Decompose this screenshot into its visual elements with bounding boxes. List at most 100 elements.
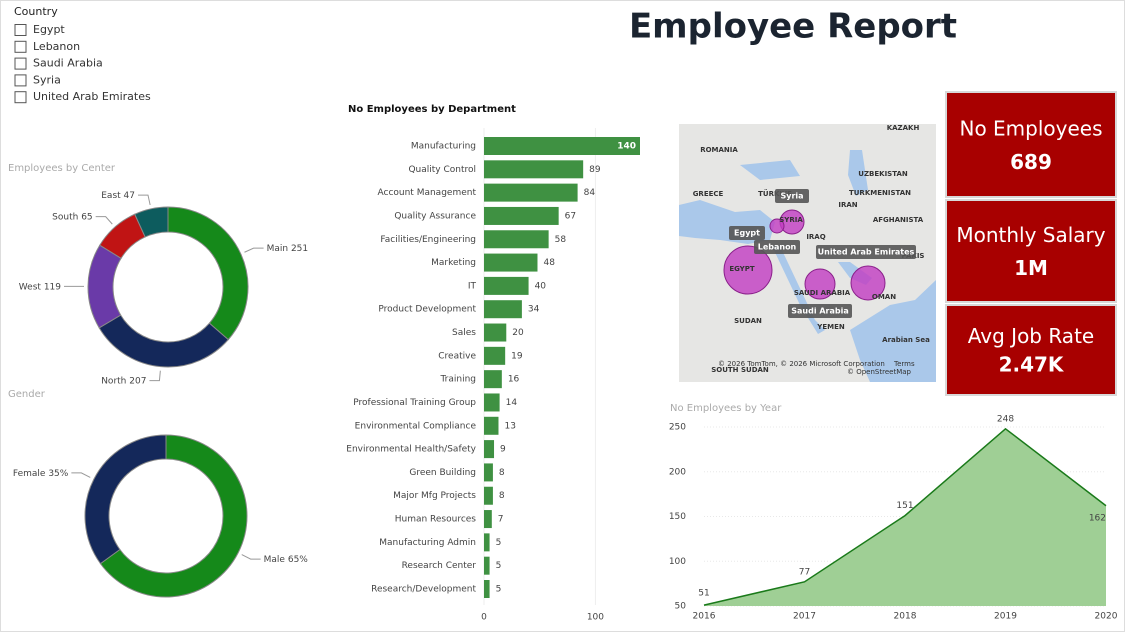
map-label: KAZAKH bbox=[887, 124, 920, 132]
bar[interactable] bbox=[484, 416, 499, 435]
map-tag-bg bbox=[775, 189, 809, 203]
bar[interactable] bbox=[484, 440, 495, 459]
donut-slice[interactable] bbox=[134, 206, 169, 238]
slicer-item[interactable]: Saudi Arabia bbox=[33, 57, 103, 70]
slicer-item[interactable]: Syria bbox=[33, 73, 61, 86]
y-tick-label: Human Resources bbox=[395, 515, 477, 525]
y-tick-label: Quality Control bbox=[408, 165, 476, 175]
bar[interactable] bbox=[484, 463, 493, 482]
bar[interactable] bbox=[484, 137, 640, 155]
kpi-label: Avg Job Rate bbox=[968, 324, 1094, 348]
y-tick-label: Major Mfg Projects bbox=[393, 491, 476, 501]
area-fill bbox=[704, 428, 1106, 606]
map-bubble[interactable] bbox=[850, 265, 886, 301]
x-tick-label: 2018 bbox=[894, 612, 917, 622]
kpi-value: 1M bbox=[1014, 256, 1048, 280]
slicer-title: Country bbox=[14, 5, 58, 18]
map-label: SUDAN bbox=[734, 317, 762, 325]
bar[interactable] bbox=[484, 206, 559, 225]
data-label: 40 bbox=[535, 281, 547, 291]
slicer-item[interactable]: United Arab Emirates bbox=[33, 90, 151, 103]
data-label: 16 bbox=[508, 375, 520, 385]
data-label: 20 bbox=[512, 328, 524, 338]
page-title: Employee Report bbox=[629, 7, 957, 47]
map-label: ROMANIA bbox=[700, 146, 738, 154]
kpi-label: Monthly Salary bbox=[956, 223, 1105, 247]
map-sea bbox=[772, 246, 825, 334]
kpi-card bbox=[945, 199, 1117, 303]
data-label: 34 bbox=[528, 305, 540, 315]
data-label: 5 bbox=[496, 561, 502, 571]
data-label: 51 bbox=[698, 589, 709, 599]
map-bubble[interactable] bbox=[723, 245, 773, 295]
bar[interactable] bbox=[484, 393, 500, 412]
y-tick-label: Environmental Compliance bbox=[355, 421, 477, 431]
data-label: Female 35% bbox=[13, 468, 69, 478]
data-label: 151 bbox=[896, 501, 913, 511]
bar[interactable] bbox=[484, 323, 507, 342]
map-attribution: © 2026 TomTom, © 2026 Microsoft Corporat… bbox=[718, 360, 885, 368]
donut-slice[interactable] bbox=[84, 434, 167, 565]
bar[interactable] bbox=[484, 370, 502, 389]
y-tick-label: 250 bbox=[669, 423, 686, 433]
label-value: 65 bbox=[81, 212, 92, 222]
chart-title: No Employees by Year bbox=[670, 403, 782, 414]
checkbox[interactable] bbox=[14, 24, 27, 36]
checkbox[interactable] bbox=[14, 91, 27, 104]
label-value: 47 bbox=[124, 191, 135, 201]
x-tick-label: 2016 bbox=[693, 612, 716, 622]
map-label: TURKMENISTAN bbox=[849, 189, 911, 197]
bar[interactable] bbox=[484, 556, 490, 575]
area-line bbox=[703, 427, 1107, 606]
bar[interactable] bbox=[484, 533, 490, 552]
y-tick-label: Quality Assurance bbox=[394, 211, 476, 221]
slicer-item[interactable]: Lebanon bbox=[33, 40, 80, 53]
bar[interactable] bbox=[484, 346, 506, 365]
map-tag: Syria bbox=[780, 192, 803, 201]
bar[interactable] bbox=[484, 486, 493, 505]
checkbox[interactable] bbox=[14, 74, 27, 87]
bar[interactable] bbox=[484, 253, 538, 272]
map-label: EGYPT bbox=[729, 265, 755, 273]
data-label: North 207 bbox=[101, 376, 146, 386]
x-tick-label: 100 bbox=[587, 613, 604, 623]
bar[interactable] bbox=[484, 300, 522, 319]
bar[interactable] bbox=[484, 580, 490, 598]
bar[interactable] bbox=[484, 183, 578, 202]
label-category: North bbox=[101, 376, 126, 386]
label-category: South bbox=[52, 212, 78, 222]
bar[interactable] bbox=[484, 160, 584, 179]
label-value: 119 bbox=[44, 282, 61, 292]
bar[interactable] bbox=[484, 230, 549, 249]
y-tick-label: Research Center bbox=[402, 561, 477, 571]
map-tag: United Arab Emirates bbox=[818, 248, 915, 257]
checkbox[interactable] bbox=[14, 40, 27, 53]
label-value: 251 bbox=[291, 244, 308, 254]
map-tag-bg bbox=[729, 226, 765, 240]
map-label: YEMEN bbox=[816, 323, 845, 331]
map-attribution: © OpenStreetMap bbox=[847, 368, 912, 376]
label-category: East bbox=[101, 191, 121, 201]
data-label: 162 bbox=[1089, 513, 1106, 523]
data-label: 77 bbox=[799, 567, 810, 577]
x-tick-label: 2020 bbox=[1095, 612, 1118, 622]
y-tick-label: IT bbox=[468, 281, 477, 291]
leader-line bbox=[71, 472, 91, 478]
bar[interactable] bbox=[484, 276, 529, 295]
y-tick-label: 150 bbox=[669, 512, 686, 522]
y-tick-label: Green Building bbox=[409, 468, 476, 478]
leader-line bbox=[241, 554, 261, 560]
checkbox[interactable] bbox=[14, 57, 27, 70]
slicer-item[interactable]: Egypt bbox=[33, 23, 65, 36]
donut-slice[interactable] bbox=[99, 434, 248, 598]
data-label: East 47 bbox=[101, 191, 135, 201]
data-label: 13 bbox=[504, 421, 515, 431]
map-sea bbox=[850, 280, 936, 382]
data-label: West 119 bbox=[19, 282, 61, 292]
data-label: 48 bbox=[543, 258, 555, 268]
map-bubble[interactable] bbox=[769, 218, 785, 234]
map-tag-bg bbox=[754, 240, 800, 254]
map-bubble[interactable] bbox=[804, 268, 836, 300]
bar[interactable] bbox=[484, 510, 492, 529]
y-tick-label: Facilities/Engineering bbox=[380, 235, 476, 245]
